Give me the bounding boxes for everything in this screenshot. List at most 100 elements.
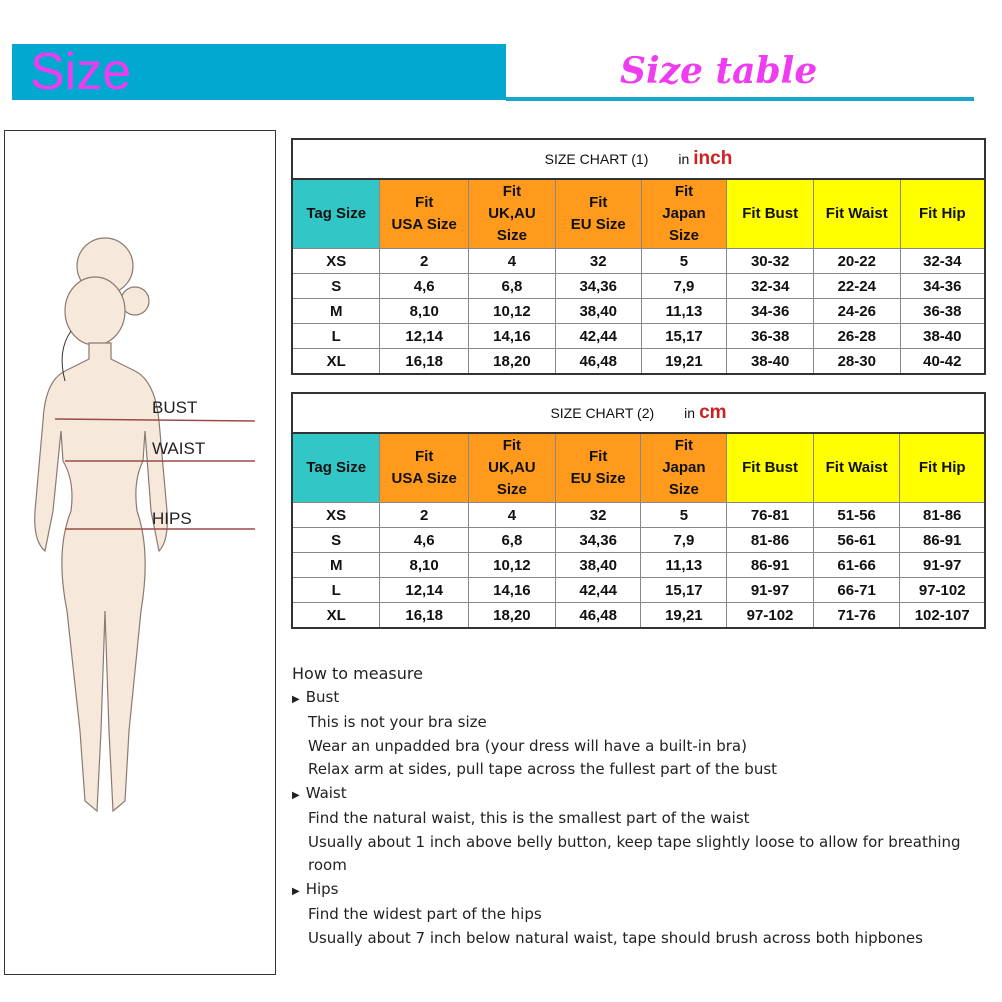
measure-section-bust: ▶ Bust [292,686,1002,712]
table-cell: 14,16 [467,577,556,603]
table-cell: 30-32 [726,248,814,274]
table-cell: 81-86 [899,502,986,528]
table-cell: 4 [467,502,556,528]
table-cell: 4,6 [379,527,469,553]
column-header: Tag Size [291,178,381,249]
table-cell: 19,21 [640,348,728,375]
column-header: Fit UK,AU Size [467,432,556,503]
table-cell: 18,20 [467,348,556,375]
measure-section-label: Hips [305,879,339,898]
table-cell: XL [291,348,381,375]
column-header: Tag Size [291,432,381,503]
table-cell: 4,6 [379,273,469,299]
chart-title-row: SIZE CHART (2) in cm [291,392,986,434]
how-to-measure: How to measure ▶ Bust This is not your bra… [292,662,1002,950]
table-cell: 46,48 [554,602,642,629]
table-cell: 38,40 [554,552,642,578]
table-cell: 102-107 [899,602,986,629]
table-cell: 38,40 [554,298,642,324]
triangle-bullet-icon: ▶ [292,885,300,897]
table-cell: L [291,323,381,349]
table-cell: 2 [379,248,469,274]
page-subtitle: Size table [620,50,818,92]
chart-title-row: SIZE CHART (1) in inch [291,138,986,180]
header-underline [506,97,974,101]
table-cell: 28-30 [812,348,901,375]
measure-section-label: Bust [305,687,340,706]
table-row: L 12,14 14,16 42,44 15,17 91-97 66-71 97-102 [291,577,986,603]
table-cell: M [291,298,381,324]
table-cell: 11,13 [640,552,728,578]
column-header: Fit Japan Size [640,178,728,249]
table-cell: 15,17 [640,577,728,603]
table-cell: 8,10 [379,552,469,578]
measure-instruction: Relax arm at sides, pull tape across the… [308,760,778,778]
table-cell: 11,13 [640,298,728,324]
table-row: M 8,10 10,12 38,40 11,13 86-91 61-66 91-97 [291,552,986,578]
how-to-measure-title: How to measure [292,664,423,683]
table-cell: 76-81 [726,502,814,528]
table-cell: 10,12 [467,552,556,578]
table-cell: 32 [554,502,642,528]
table-cell: 86-91 [899,527,986,553]
page-title: Size [30,43,132,101]
table-cell: 15,17 [640,323,728,349]
table-cell: 6,8 [467,273,556,299]
table-cell: 36-38 [899,298,986,324]
column-header: Fit Bust [726,178,814,249]
table-cell: 8,10 [379,298,469,324]
table-cell: 7,9 [640,273,728,299]
table-cell: 7,9 [640,527,728,553]
table-cell: 16,18 [379,348,469,375]
table-cell: 5 [640,502,728,528]
table-cell: 2 [379,502,469,528]
table-cell: L [291,577,381,603]
table-cell: 4 [467,248,556,274]
unit-prefix: in [678,151,690,167]
chart-title-text: SIZE CHART (2) [550,405,655,421]
table-row: XL 16,18 18,20 46,48 19,21 38-40 28-30 40-42 [291,348,986,375]
table-row: XL 16,18 18,20 46,48 19,21 97-102 71-76 102-107 [291,602,986,629]
table-cell: 19,21 [640,602,728,629]
table-cell: XS [291,502,381,528]
column-header: Fit Waist [812,432,901,503]
table-cell: 97-102 [899,577,986,603]
measure-instruction: Usually about 1 inch above belly button,… [308,832,961,875]
table-cell: 91-97 [726,577,814,603]
table-cell: 14,16 [467,323,556,349]
table-cell: 97-102 [726,602,814,629]
size-chart-inch: SIZE CHART (1) in inch Tag Size Fit USA Size… [291,138,986,375]
table-cell: 86-91 [726,552,814,578]
header-row: Tag Size Fit USA Size Fit UK,AU Size Fit EU… [291,178,986,249]
table-cell: 56-61 [812,527,901,553]
table-cell: 36-38 [726,323,814,349]
column-header: Fit USA Size [379,432,469,503]
measure-instruction: Find the widest part of the hips [308,905,542,923]
table-cell: 38-40 [899,323,986,349]
table-cell: XL [291,602,381,629]
measure-section-hips: ▶ Hips [292,878,1002,904]
hips-label: HIPS [152,509,192,528]
table-cell: 20-22 [812,248,901,274]
measure-section-waist: ▶ Waist [292,782,1002,808]
table-cell: 6,8 [467,527,556,553]
bust-line [54,418,256,422]
chart-title: SIZE CHART (2) in cm [291,392,986,434]
table-cell: 34-36 [726,298,814,324]
table-cell: S [291,273,381,299]
column-header: Fit Hip [899,432,986,503]
column-header: Fit Bust [726,432,814,503]
column-header: Fit Japan Size [640,432,728,503]
unit-label: cm [699,402,727,423]
column-header: Fit Hip [899,178,986,249]
table-cell: 46,48 [554,348,642,375]
table-cell: 32-34 [899,248,986,274]
table-cell: S [291,527,381,553]
measure-instruction: This is not your bra size [308,713,487,731]
bust-label: BUST [152,398,198,417]
column-header: Fit UK,AU Size [467,178,556,249]
table-cell: 12,14 [379,323,469,349]
table-cell: 22-24 [812,273,901,299]
table-cell: 81-86 [726,527,814,553]
table-cell: M [291,552,381,578]
